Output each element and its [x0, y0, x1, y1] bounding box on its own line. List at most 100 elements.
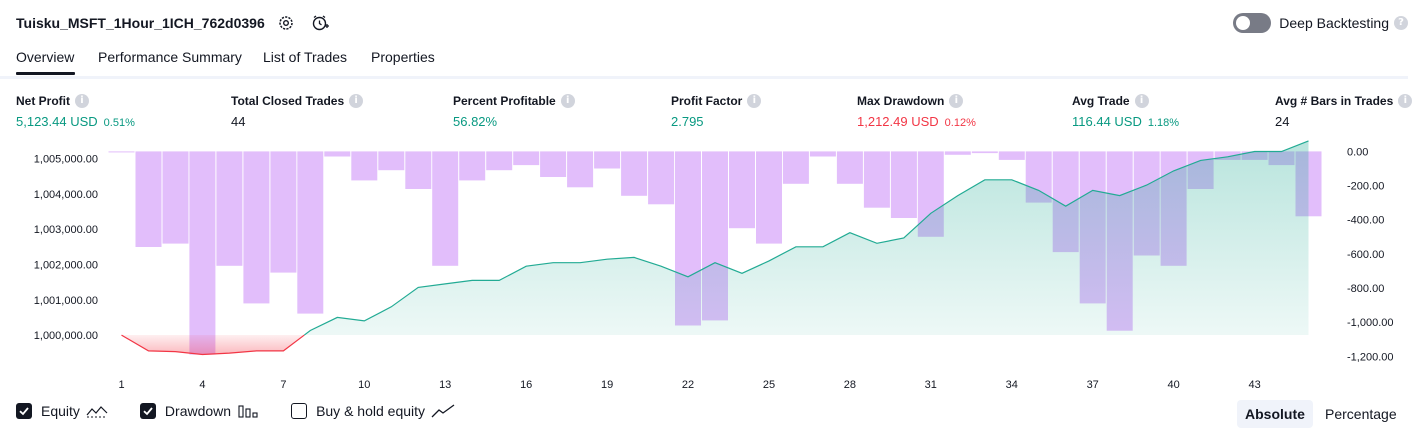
metric-label: Max Drawdown — [857, 94, 945, 108]
right-axis-tick: 0.00 — [1347, 146, 1368, 158]
drawdown-bar — [782, 151, 809, 184]
drawdown-bar — [297, 151, 324, 314]
buy-hold-checkbox[interactable] — [291, 403, 308, 419]
metric-profit-factor: Profit Factor i 2.795 — [671, 94, 762, 129]
metric-label: Profit Factor — [671, 94, 743, 108]
deep-backtesting-toggle[interactable] — [1233, 13, 1272, 33]
metric-avg-trade: Avg Trade i 116.44 USD 1.18% — [1072, 94, 1179, 129]
tab-list-of-trades[interactable]: List of Trades — [263, 49, 348, 65]
left-axis-tick: 1,004,000.00 — [34, 189, 98, 201]
x-axis-tick: 28 — [844, 379, 856, 391]
metric-percent-profitable: Percent Profitable i 56.82% — [453, 94, 575, 129]
metric-value: 44 — [231, 114, 246, 129]
metric-label: Total Closed Trades — [231, 94, 345, 108]
drawdown-bar — [243, 151, 270, 304]
deep-backtesting-control: Deep Backtesting ? — [1233, 13, 1408, 33]
info-icon[interactable]: i — [949, 94, 964, 108]
metric-value: 56.82% — [453, 114, 498, 129]
header-bar: Tuisku_MSFT_1Hour_1ICH_762d0396 Deep Bac… — [0, 0, 1424, 46]
metric-max-drawdown: Max Drawdown i 1,212.49 USD 0.12% — [857, 94, 976, 129]
buy-hold-checkbox-item[interactable]: Buy & hold equity — [291, 403, 455, 419]
strategy-title: Tuisku_MSFT_1Hour_1ICH_762d0396 — [16, 15, 265, 31]
tab-performance-summary[interactable]: Performance Summary — [98, 49, 242, 65]
drawdown-bar — [998, 151, 1025, 160]
deep-backtesting-info-icon[interactable]: ? — [1394, 16, 1408, 30]
x-axis-tick: 1 — [118, 379, 124, 391]
info-icon[interactable]: i — [349, 94, 364, 108]
drawdown-bar — [324, 151, 351, 157]
metric-avg-bars-in-trades: Avg # Bars in Trades i 24 — [1275, 94, 1413, 129]
drawdown-label: Drawdown — [164, 403, 232, 419]
left-axis-tick: 1,000,000.00 — [34, 330, 98, 342]
equity-checkbox-item[interactable]: Equity — [16, 403, 108, 419]
toggle-knob — [1236, 16, 1251, 30]
left-axis-tick: 1,002,000.00 — [34, 260, 98, 272]
drawdown-bar — [863, 151, 890, 208]
equity-checkbox[interactable] — [16, 403, 32, 419]
drawdown-bar — [567, 151, 594, 188]
x-axis-tick: 43 — [1248, 379, 1260, 391]
tab-overview[interactable]: Overview — [16, 49, 75, 65]
settings-gear-icon[interactable] — [276, 13, 296, 33]
drawdown-checkbox[interactable] — [139, 403, 156, 419]
x-axis-tick: 31 — [925, 379, 937, 391]
right-axis-tick: -400.00 — [1347, 215, 1384, 227]
metric-value: 1,212.49 USD — [857, 114, 939, 129]
buy-hold-line-icon — [431, 404, 455, 418]
left-axis-tick: 1,005,000.00 — [34, 154, 98, 166]
add-alert-clock-icon[interactable] — [310, 13, 330, 33]
x-axis-tick: 10 — [358, 379, 370, 391]
drawdown-bars-icon — [237, 404, 259, 418]
equity-below-area — [121, 335, 305, 355]
drawdown-bar — [135, 151, 162, 247]
tab-properties[interactable]: Properties — [371, 49, 435, 65]
info-icon[interactable]: i — [75, 94, 89, 108]
drawdown-bar — [189, 151, 216, 355]
info-icon[interactable]: i — [747, 94, 762, 108]
drawdown-bar — [108, 151, 135, 153]
metric-label: Percent Profitable — [453, 94, 556, 108]
x-axis-tick: 22 — [682, 379, 694, 391]
equity-area — [121, 140, 1309, 356]
info-icon[interactable]: i — [1134, 94, 1149, 108]
drawdown-bar — [971, 151, 998, 154]
absolute-mode-button[interactable]: Absolute — [1237, 400, 1313, 428]
drawdown-bar — [378, 151, 405, 171]
left-axis-tick: 1,003,000.00 — [34, 224, 98, 236]
metric-percent: 0.12% — [944, 117, 976, 129]
metric-value: 24 — [1275, 114, 1290, 129]
right-axis-tick: -800.00 — [1347, 283, 1384, 295]
equity-line — [303, 140, 1309, 336]
x-axis-tick: 7 — [280, 379, 286, 391]
drawdown-checkbox-item[interactable]: Drawdown — [139, 403, 259, 419]
right-axis: 0.00 -200.00 -400.00 -600.00 -800.00 -1,000.0… — [1347, 146, 1393, 363]
x-axis-tick: 19 — [601, 379, 613, 391]
drawdown-bar — [351, 151, 378, 181]
active-tab-indicator — [16, 72, 75, 75]
percentage-mode-button[interactable]: Percentage — [1325, 406, 1397, 422]
equity-drawdown-chart[interactable]: 1,005,000.00 1,004,000.00 1,003,000.00 1,00… — [0, 140, 1424, 398]
metric-total-closed-trades: Total Closed Trades i 44 — [231, 94, 364, 129]
drawdown-bar — [890, 151, 917, 218]
metric-label: Avg # Bars in Trades — [1275, 94, 1394, 108]
drawdown-bar — [594, 151, 621, 169]
equity-label: Equity — [41, 403, 80, 419]
drawdown-bar — [513, 151, 540, 166]
equity-above-area — [304, 140, 1309, 336]
drawdown-bar — [459, 151, 486, 181]
x-axis-tick: 40 — [1167, 379, 1179, 391]
chart-legend: Equity Drawdown Buy & hold equity — [16, 403, 487, 419]
right-axis-tick: -1,000.00 — [1347, 317, 1393, 329]
left-axis: 1,005,000.00 1,004,000.00 1,003,000.00 1,00… — [34, 154, 98, 343]
left-axis-tick: 1,001,000.00 — [34, 295, 98, 307]
info-icon[interactable]: i — [560, 94, 575, 108]
metric-value: 2.795 — [671, 114, 704, 129]
equity-line-icon — [86, 404, 108, 418]
right-axis-tick: -600.00 — [1347, 249, 1384, 261]
info-icon[interactable]: i — [1398, 94, 1413, 108]
x-axis-tick: 37 — [1087, 379, 1099, 391]
drawdown-bar — [540, 151, 567, 177]
drawdown-bar — [944, 151, 971, 155]
metric-label: Net Profit — [16, 94, 70, 108]
report-tabs: Overview Performance Summary List of Tra… — [0, 44, 1408, 79]
